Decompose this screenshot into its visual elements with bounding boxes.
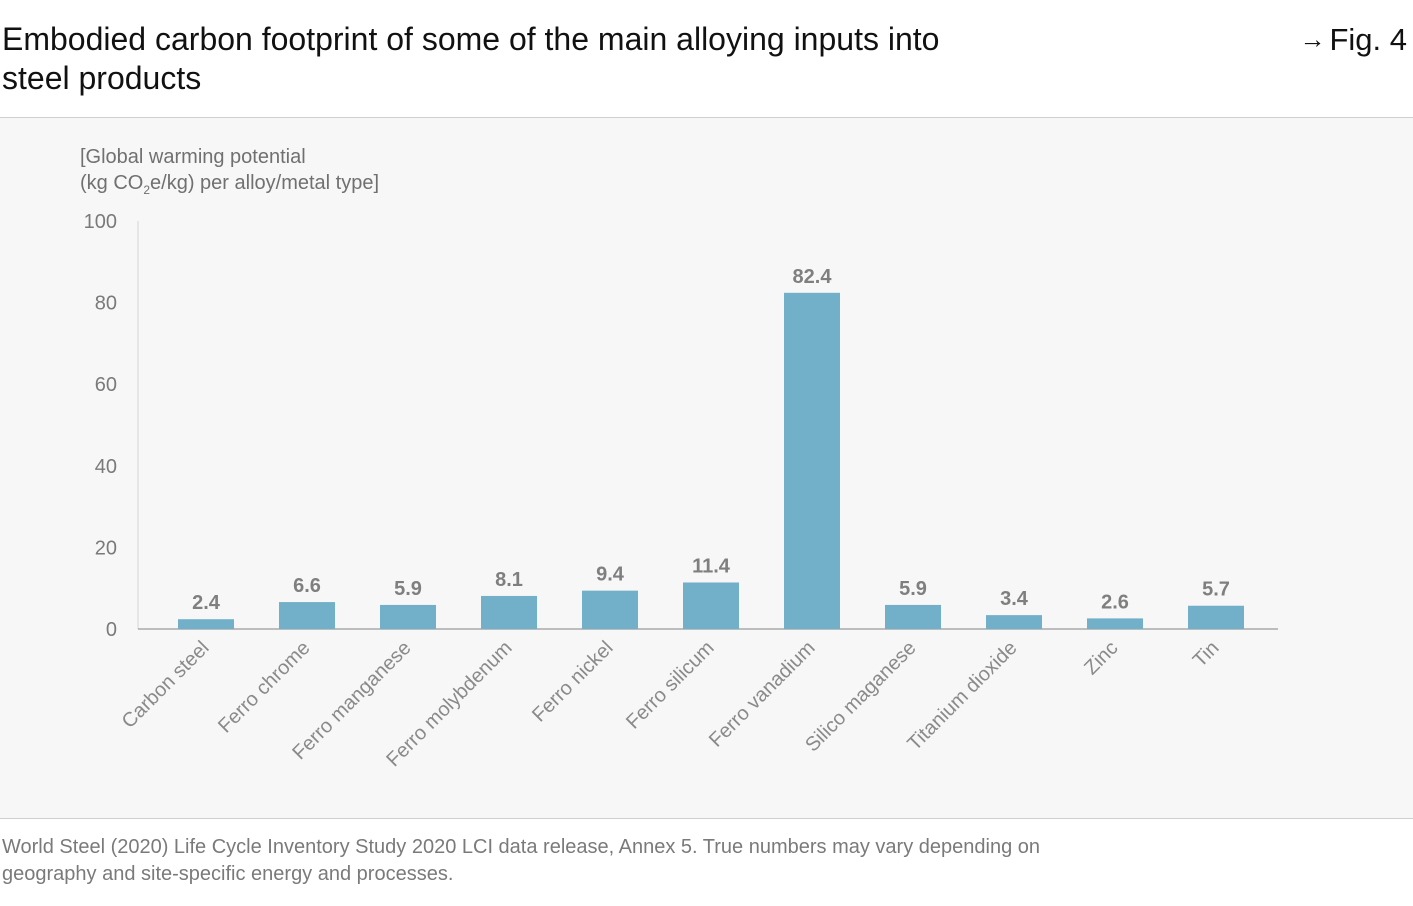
bar [380,604,436,629]
bar [1087,618,1143,629]
bar [683,582,739,629]
y-tick-label: 0 [106,619,117,641]
bar [784,292,840,629]
data-label: 2.6 [1101,591,1129,613]
source-line-1: World Steel (2020) Life Cycle Inventory … [2,836,1040,858]
bar-chart: 0 20 40 60 80 100 2.4 Carbon steel 6.6 Ferro chro… [84,211,1278,771]
y-tick-label: 60 [95,374,117,396]
data-label: 8.1 [495,569,523,591]
figure-label: Fig. 4 [1329,22,1407,57]
x-tick-label: Ferro silicum [622,637,718,733]
bar [885,604,941,629]
chart-title: Embodied carbon footprint of some of the… [2,21,940,96]
y-axis-label-subscript: 2 [143,183,151,197]
y-tick-label: 80 [95,293,117,315]
x-tick-label: Silico maganese [801,637,920,756]
source-note: World Steel (2020) Life Cycle Inventory … [2,834,1202,888]
y-tick-label: 100 [84,211,117,233]
x-tick-label: Ferro vanadium [705,637,820,752]
y-axis-label-line-2: (kg CO2e/kg) per alloy/metal type] [80,170,379,203]
data-label: 3.4 [1000,588,1029,610]
y-axis-label-line-2-start: (kg CO [80,172,144,194]
x-tick-label: Ferro nickel [528,637,617,726]
data-label: 6.6 [293,575,321,597]
bar [279,602,335,629]
y-axis-label-line-2-end: e/kg) per alloy/metal type] [150,172,380,194]
x-tick-label: Carbon steel [118,637,214,733]
data-label: 11.4 [692,555,731,577]
data-label: 82.4 [793,266,833,288]
arrow-right-icon: → [1299,24,1326,54]
data-label: 5.7 [1202,579,1230,601]
y-axis-label: [Global warming potential (kg CO2e/kg) p… [80,144,379,203]
x-tick-label: Zinc [1080,637,1122,679]
x-tick-label: Tin [1189,637,1224,672]
chart-panel: [Global warming potential (kg CO2e/kg) p… [0,117,1413,819]
y-tick-label: 20 [95,537,117,559]
data-label: 9.4 [596,564,625,586]
bar [178,619,234,629]
x-tick-label: Ferro chrome [214,637,314,737]
bar [986,615,1042,629]
data-label: 5.9 [394,578,422,600]
bar [1188,605,1244,629]
figure-number: → Fig. 4 [1299,22,1407,58]
data-label: 5.9 [899,578,927,600]
bar [582,590,638,629]
data-label: 2.4 [192,592,221,614]
y-axis-label-line-1: [Global warming potential [80,146,306,168]
bar [481,595,537,629]
source-line-2: geography and site-specific energy and p… [2,863,454,885]
y-tick-label: 40 [95,456,117,478]
x-tick-label: Titanium dioxide [904,637,1022,755]
